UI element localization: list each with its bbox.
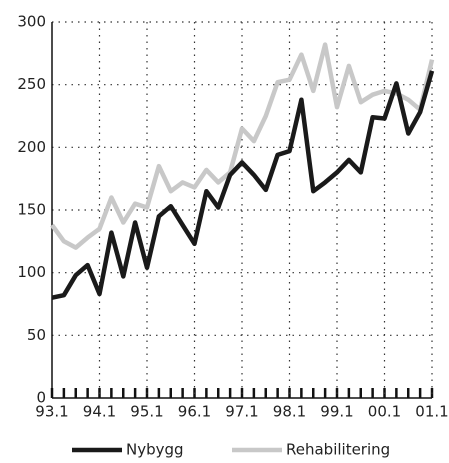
x-tick-label: 96.1 bbox=[178, 403, 211, 421]
y-tick-label: 100 bbox=[17, 263, 46, 281]
x-tick-label: 94.1 bbox=[83, 403, 116, 421]
y-tick-label: 150 bbox=[17, 201, 46, 219]
series-line bbox=[50, 42, 435, 250]
legend-label: Rehabilitering bbox=[286, 441, 390, 459]
y-tick-label: 0 bbox=[36, 389, 46, 407]
x-tick-label: 00.1 bbox=[368, 403, 401, 421]
series-line bbox=[51, 70, 435, 300]
x-tick-label: 97.1 bbox=[225, 403, 258, 421]
x-tick-label: 99.1 bbox=[320, 403, 353, 421]
y-tick-label: 300 bbox=[17, 13, 46, 31]
legend-label: Nybygg bbox=[126, 441, 184, 459]
x-tick-label: 95.1 bbox=[130, 403, 163, 421]
y-tick-label: 200 bbox=[17, 138, 46, 156]
x-tick-label: 93.1 bbox=[35, 403, 68, 421]
y-tick-label: 250 bbox=[17, 75, 46, 93]
x-tick-label: 01.1 bbox=[415, 403, 448, 421]
y-tick-label: 50 bbox=[27, 326, 46, 344]
x-tick-label: 98.1 bbox=[273, 403, 306, 421]
